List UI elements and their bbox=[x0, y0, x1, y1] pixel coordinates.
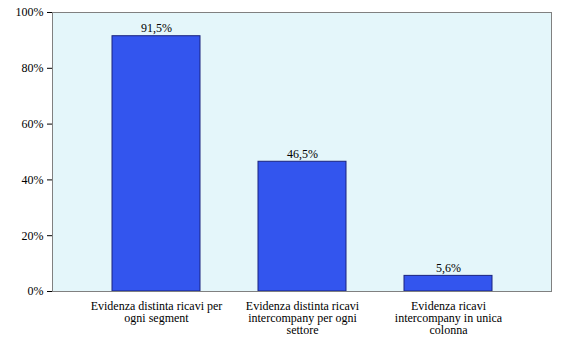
svg-text:91,5%: 91,5% bbox=[141, 21, 172, 35]
svg-text:Evidenza distinta ricaviinterc: Evidenza distinta ricaviintercompany per… bbox=[246, 299, 360, 337]
svg-text:20%: 20% bbox=[22, 229, 44, 243]
svg-text:Evidenza ricaviintercompany in: Evidenza ricaviintercompany in unicacolo… bbox=[395, 299, 503, 337]
svg-text:Evidenza distinta ricavi perog: Evidenza distinta ricavi perogni segment bbox=[91, 299, 223, 325]
svg-text:100%: 100% bbox=[16, 5, 44, 19]
svg-text:40%: 40% bbox=[22, 173, 44, 187]
svg-text:5,6%: 5,6% bbox=[436, 261, 461, 275]
svg-text:46,5%: 46,5% bbox=[287, 147, 318, 161]
svg-text:0%: 0% bbox=[28, 284, 44, 298]
svg-text:80%: 80% bbox=[22, 61, 44, 75]
svg-text:60%: 60% bbox=[22, 117, 44, 131]
